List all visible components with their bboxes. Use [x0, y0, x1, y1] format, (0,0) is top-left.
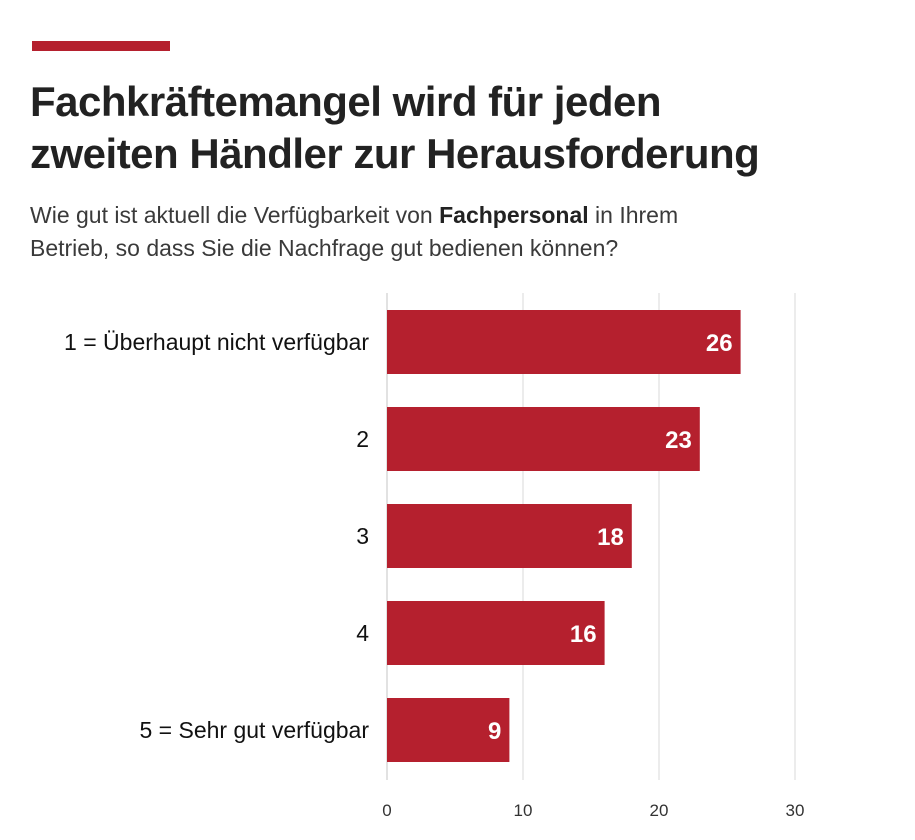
chart-subtitle: Wie gut ist aktuell die Verfügbarkeit vo…	[30, 199, 890, 265]
bar-2	[387, 407, 700, 471]
subtitle-text-2: in Ihrem	[588, 202, 679, 228]
value-label-1: 26	[706, 330, 733, 357]
x-tick-label-20: 20	[650, 801, 669, 820]
category-label-1: 1 = Überhaupt nicht verfügbar	[64, 329, 369, 355]
category-label-3: 3	[356, 523, 369, 549]
chart-title: Fachkräftemangel wird für jeden zweiten …	[30, 76, 900, 180]
value-label-4: 16	[570, 621, 597, 648]
subtitle-text-1: Wie gut ist aktuell die Verfügbarkeit vo…	[30, 202, 440, 228]
bar-4	[387, 601, 605, 665]
chart-title-line-1: Fachkräftemangel wird für jeden	[30, 78, 662, 125]
x-tick-label-10: 10	[514, 801, 533, 820]
x-tick-label-0: 0	[382, 801, 391, 820]
accent-bar	[32, 41, 170, 51]
value-label-5: 9	[488, 718, 501, 745]
category-label-2: 2	[356, 426, 369, 452]
value-label-3: 18	[597, 524, 624, 551]
value-label-2: 23	[665, 427, 692, 454]
bar-1	[387, 310, 741, 374]
category-label-5: 5 = Sehr gut verfügbar	[139, 717, 369, 743]
bar-3	[387, 504, 632, 568]
category-label-4: 4	[356, 620, 369, 646]
bar-5	[387, 698, 510, 762]
chart-title-line-2: zweiten Händler zur Herausforderung	[30, 130, 760, 177]
x-tick-label-30: 30	[786, 801, 805, 820]
subtitle-bold-keyword: Fachpersonal	[439, 202, 589, 228]
subtitle-text-3: Betrieb, so dass Sie die Nachfrage gut b…	[30, 235, 619, 261]
